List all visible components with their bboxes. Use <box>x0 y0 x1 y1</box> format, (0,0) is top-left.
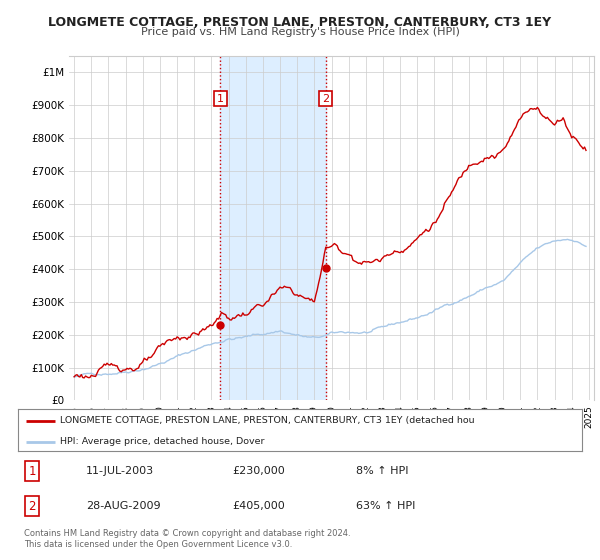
Text: HPI: Average price, detached house, Dover: HPI: Average price, detached house, Dove… <box>60 437 265 446</box>
Text: 28-AUG-2009: 28-AUG-2009 <box>86 501 160 511</box>
Text: £405,000: £405,000 <box>232 501 285 511</box>
Text: 11-JUL-2003: 11-JUL-2003 <box>86 466 154 476</box>
Text: 1: 1 <box>217 94 224 104</box>
Text: 2: 2 <box>28 500 36 512</box>
Bar <box>220 56 326 400</box>
Text: 8% ↑ HPI: 8% ↑ HPI <box>356 466 409 476</box>
Text: 1: 1 <box>28 465 36 478</box>
Text: £230,000: £230,000 <box>232 466 285 476</box>
Text: LONGMETE COTTAGE, PRESTON LANE, PRESTON, CANTERBURY, CT3 1EY: LONGMETE COTTAGE, PRESTON LANE, PRESTON,… <box>49 16 551 29</box>
Text: 63% ↑ HPI: 63% ↑ HPI <box>356 501 416 511</box>
Text: 2: 2 <box>322 94 329 104</box>
Text: LONGMETE COTTAGE, PRESTON LANE, PRESTON, CANTERBURY, CT3 1EY (detached hou: LONGMETE COTTAGE, PRESTON LANE, PRESTON,… <box>60 416 475 425</box>
Text: Price paid vs. HM Land Registry's House Price Index (HPI): Price paid vs. HM Land Registry's House … <box>140 27 460 37</box>
Text: Contains HM Land Registry data © Crown copyright and database right 2024.
This d: Contains HM Land Registry data © Crown c… <box>24 529 350 549</box>
